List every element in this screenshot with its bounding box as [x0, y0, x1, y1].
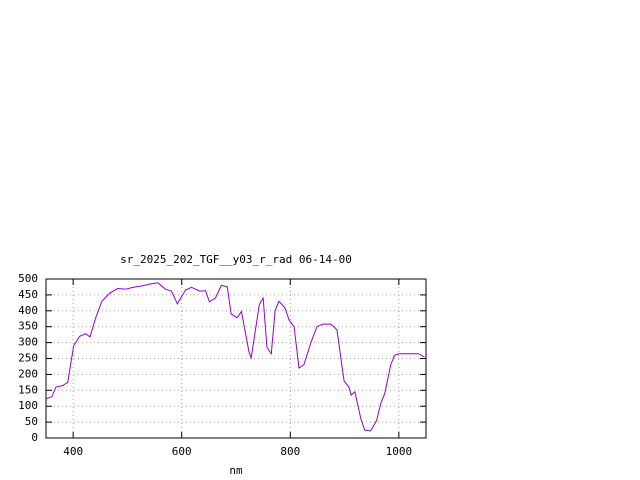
- plot-border: [45, 278, 427, 439]
- chart-title: sr_2025_202_TGF__y03_r_rad 06-14-00: [120, 253, 352, 266]
- x-tick-label: 1000: [386, 445, 413, 458]
- y-tick-label: 500: [18, 272, 38, 285]
- y-tick-label: 200: [18, 367, 38, 380]
- y-tick-label: 400: [18, 304, 38, 317]
- x-tick-label: 800: [280, 445, 300, 458]
- y-tick-label: 150: [18, 383, 38, 396]
- y-tick-label: 350: [18, 320, 38, 333]
- data-line: [45, 282, 425, 432]
- y-tick-label: 250: [18, 352, 38, 365]
- y-tick-label: 0: [31, 431, 38, 444]
- y-tick-label: 100: [18, 399, 38, 412]
- y-tick-label: 300: [18, 336, 38, 349]
- x-tick-label: 600: [172, 445, 192, 458]
- x-axis-label: nm: [229, 464, 243, 477]
- x-tick-label: 400: [63, 445, 83, 458]
- y-tick-label: 50: [25, 415, 38, 428]
- y-tick-label: 450: [18, 288, 38, 301]
